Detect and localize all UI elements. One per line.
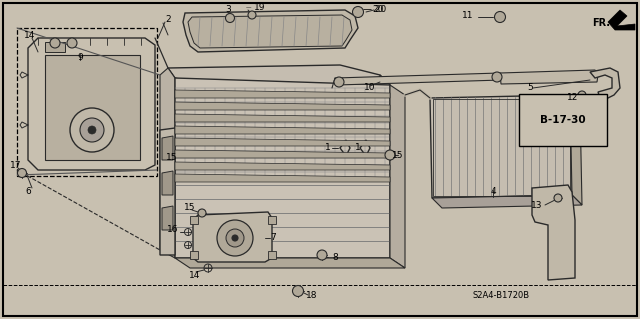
Polygon shape — [188, 15, 352, 48]
Text: — 20: — 20 — [364, 5, 387, 14]
Circle shape — [292, 286, 303, 296]
Text: 20: 20 — [372, 5, 384, 14]
Circle shape — [226, 229, 244, 247]
Polygon shape — [175, 126, 390, 134]
Text: B-17-30: B-17-30 — [540, 115, 586, 125]
Bar — [190, 251, 198, 259]
Circle shape — [578, 91, 586, 99]
Text: 1: 1 — [325, 144, 331, 152]
Polygon shape — [590, 68, 620, 98]
Polygon shape — [570, 95, 582, 205]
Text: 15: 15 — [184, 204, 196, 212]
Text: 9: 9 — [77, 53, 83, 62]
Circle shape — [80, 118, 104, 142]
Polygon shape — [175, 162, 390, 170]
Polygon shape — [162, 206, 173, 230]
Polygon shape — [162, 136, 173, 160]
Text: 5: 5 — [527, 84, 533, 93]
Polygon shape — [175, 114, 390, 122]
Circle shape — [492, 72, 502, 82]
Text: 2: 2 — [165, 16, 171, 25]
Polygon shape — [500, 70, 598, 84]
Polygon shape — [175, 258, 405, 268]
Text: 10: 10 — [364, 84, 376, 93]
Text: 14: 14 — [189, 271, 201, 280]
Text: 4: 4 — [490, 188, 496, 197]
Bar — [268, 251, 276, 259]
Circle shape — [248, 11, 256, 19]
Text: 6: 6 — [25, 188, 31, 197]
Polygon shape — [175, 90, 390, 98]
Circle shape — [353, 6, 364, 18]
Bar — [433, 99, 570, 196]
Polygon shape — [430, 95, 572, 198]
Circle shape — [554, 194, 562, 202]
Polygon shape — [175, 78, 390, 258]
Circle shape — [232, 235, 238, 241]
Circle shape — [198, 209, 206, 217]
Polygon shape — [28, 38, 155, 170]
Polygon shape — [162, 171, 173, 195]
Text: —: — — [245, 5, 251, 11]
Polygon shape — [175, 138, 390, 146]
Polygon shape — [175, 150, 390, 158]
Text: 1: 1 — [355, 144, 361, 152]
Circle shape — [88, 126, 96, 134]
Bar — [268, 216, 276, 224]
Circle shape — [17, 168, 26, 177]
Circle shape — [495, 11, 506, 23]
Bar — [17, 28, 157, 176]
Circle shape — [317, 250, 327, 260]
Circle shape — [70, 108, 114, 152]
Text: 19: 19 — [254, 4, 266, 12]
Polygon shape — [175, 174, 390, 182]
Polygon shape — [432, 195, 582, 208]
Polygon shape — [532, 185, 575, 280]
Circle shape — [217, 220, 253, 256]
Bar — [45, 42, 65, 52]
Polygon shape — [183, 10, 358, 52]
Circle shape — [67, 38, 77, 48]
Polygon shape — [390, 85, 405, 268]
Text: FR.: FR. — [592, 18, 610, 28]
Circle shape — [225, 13, 234, 23]
Text: 15: 15 — [166, 153, 178, 162]
Text: 17: 17 — [10, 160, 22, 169]
Text: 8: 8 — [332, 254, 338, 263]
Polygon shape — [168, 65, 390, 88]
Polygon shape — [335, 73, 502, 85]
Text: 12: 12 — [567, 93, 579, 102]
Circle shape — [334, 77, 344, 87]
Polygon shape — [160, 128, 175, 255]
Text: 18: 18 — [307, 292, 317, 300]
Text: 11: 11 — [462, 11, 474, 20]
Polygon shape — [175, 102, 390, 110]
Polygon shape — [160, 68, 175, 258]
Polygon shape — [608, 10, 635, 30]
Text: 3: 3 — [225, 5, 231, 14]
Circle shape — [385, 150, 395, 160]
Text: 14: 14 — [24, 31, 36, 40]
Text: 16: 16 — [167, 226, 179, 234]
Text: 7: 7 — [270, 234, 276, 242]
Bar — [190, 216, 198, 224]
Text: 13: 13 — [531, 201, 543, 210]
Polygon shape — [375, 75, 390, 108]
Circle shape — [50, 38, 60, 48]
Polygon shape — [193, 212, 272, 262]
Bar — [45, 55, 140, 160]
Text: 15: 15 — [392, 151, 404, 160]
Text: S2A4-B1720B: S2A4-B1720B — [473, 291, 530, 300]
